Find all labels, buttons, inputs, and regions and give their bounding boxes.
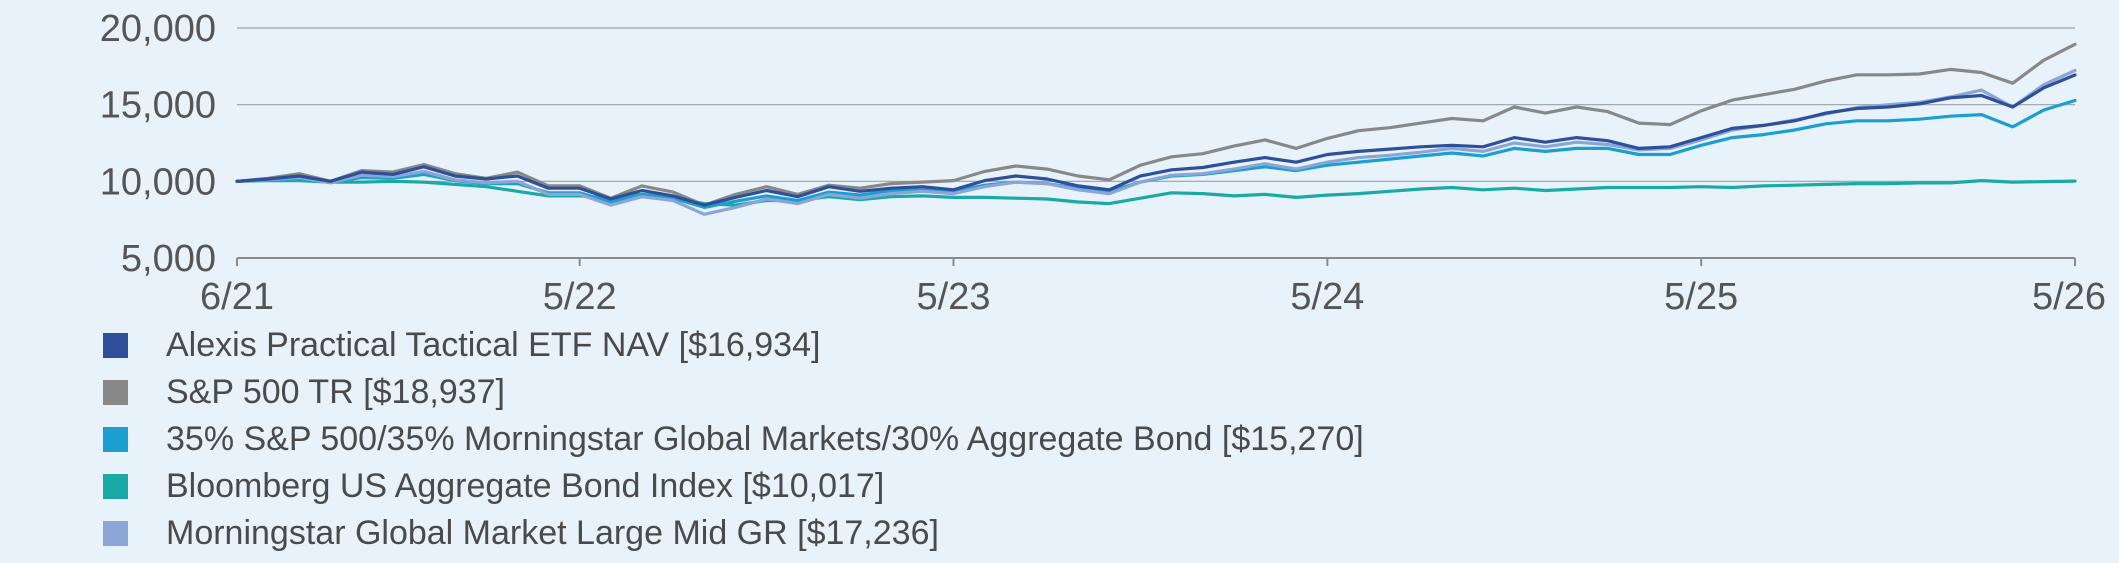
x-tick-label: 5/23 — [917, 276, 991, 318]
legend-label: 35% S&P 500/35% Morningstar Global Marke… — [166, 420, 1364, 458]
y-tick-label: 10,000 — [100, 161, 216, 203]
y-tick-label: 15,000 — [100, 85, 216, 127]
x-tick-label: 5/25 — [1664, 276, 1738, 318]
series-line — [235, 179, 2077, 207]
x-tick-label: 5/24 — [1290, 276, 1364, 318]
x-axis-tick-labels: 6/21 5/22 5/23 5/24 5/25 5/26 — [200, 258, 2106, 318]
legend-swatch — [103, 521, 128, 546]
legend-item: Morningstar Global Market Large Mid GR [… — [103, 510, 1364, 557]
y-tick-label: 5,000 — [121, 238, 216, 280]
legend-item: 35% S&P 500/35% Morningstar Global Marke… — [103, 416, 1364, 463]
legend-swatch — [103, 380, 128, 405]
legend-item: Bloomberg US Aggregate Bond Index [$10,0… — [103, 463, 1364, 510]
legend-swatch — [103, 427, 128, 452]
line-chart: 5,000 10,000 15,000 20,000 6/21 5/22 5/23 5/24… — [100, 8, 2106, 318]
series-lines — [235, 42, 2077, 216]
x-tick-label: 6/21 — [200, 276, 274, 318]
legend-item: Alexis Practical Tactical ETF NAV [$16,9… — [103, 322, 1364, 369]
series-line — [235, 42, 2077, 207]
x-tick-label: 5/22 — [543, 276, 617, 318]
series-line — [235, 73, 2077, 207]
y-tick-label: 20,000 — [100, 8, 216, 50]
legend-label: S&P 500 TR [$18,937] — [166, 373, 505, 411]
gridlines — [237, 27, 2075, 259]
series-line — [235, 68, 2077, 216]
legend-label: Morningstar Global Market Large Mid GR [… — [166, 514, 939, 552]
legend-swatch — [103, 474, 128, 499]
x-tick-label: 5/26 — [2032, 276, 2106, 318]
legend-label: Alexis Practical Tactical ETF NAV [$16,9… — [166, 326, 821, 364]
legend-item: S&P 500 TR [$18,937] — [103, 369, 1364, 416]
legend-label: Bloomberg US Aggregate Bond Index [$10,0… — [166, 467, 885, 505]
legend: Alexis Practical Tactical ETF NAV [$16,9… — [103, 322, 1364, 557]
y-axis-tick-labels: 5,000 10,000 15,000 20,000 — [100, 8, 216, 280]
legend-swatch — [103, 333, 128, 358]
